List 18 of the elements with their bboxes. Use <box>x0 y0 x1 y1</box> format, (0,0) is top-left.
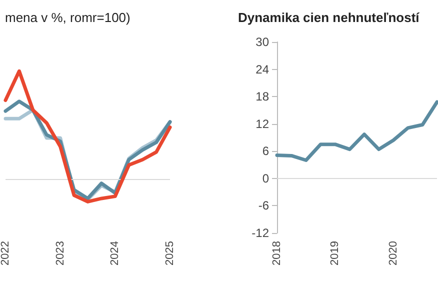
y-tick-label: 18 <box>256 90 270 104</box>
y-tick-label: 12 <box>256 116 270 131</box>
y-tick-label: 30 <box>256 35 270 49</box>
y-tick-label: 0 <box>262 171 270 186</box>
x-tick-label: 2022 <box>0 241 12 266</box>
line-series <box>275 100 438 162</box>
x-tick-label: 2018 <box>271 241 283 266</box>
x-tick-label: 2020 <box>387 241 400 266</box>
y-tick-label: -12 <box>252 226 270 240</box>
x-tick-label: 2025 <box>164 241 176 266</box>
y-tick-label: -6 <box>258 198 270 213</box>
y-tick-label: 6 <box>262 144 270 158</box>
x-tick-label: 2024 <box>109 241 122 266</box>
y-tick-label: 24 <box>256 62 270 76</box>
x-tick-label: 2023 <box>54 241 66 266</box>
x-tick-label: 2019 <box>329 241 342 266</box>
chart-title: mena v %, romr=100) <box>5 10 130 25</box>
chart-title: Dynamika cien nehnuteľností <box>238 10 420 25</box>
